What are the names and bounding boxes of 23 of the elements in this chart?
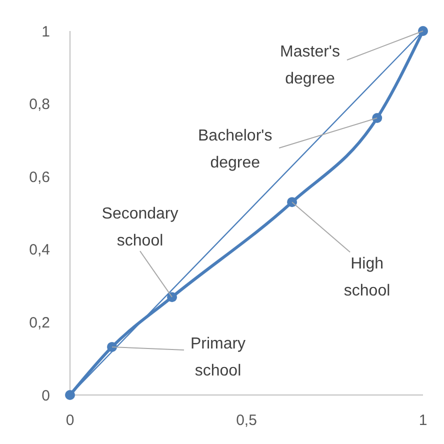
callout: High school (292, 202, 390, 300)
callout: Primary school (112, 335, 246, 380)
y-tick-label: 1 (42, 23, 50, 40)
annotation: Bachelor's degree (198, 127, 272, 172)
callout: Bachelor's degree (198, 118, 378, 172)
annotation: Secondary school (102, 206, 178, 250)
y-tick-label: 0 (42, 387, 50, 404)
y-tick-label: 0,2 (29, 314, 50, 332)
x-tick-label: 0 (66, 412, 74, 429)
y-tick-label: 0,4 (29, 242, 50, 259)
y-tick-label: 0,6 (29, 168, 50, 186)
annotation: Master's degree (280, 44, 340, 88)
x-tick-label: 1 (418, 412, 428, 429)
annotation: Primary school (190, 335, 246, 380)
point (167, 292, 178, 302)
x-tick-label: 0,5 (236, 412, 257, 429)
point (65, 390, 75, 400)
y-tick-label: 0,8 (29, 96, 50, 114)
callout: Master's degree (280, 30, 424, 88)
point (372, 112, 382, 123)
annotation: High school (344, 256, 390, 300)
point (287, 197, 298, 208)
callout: Secondary school (102, 206, 178, 298)
